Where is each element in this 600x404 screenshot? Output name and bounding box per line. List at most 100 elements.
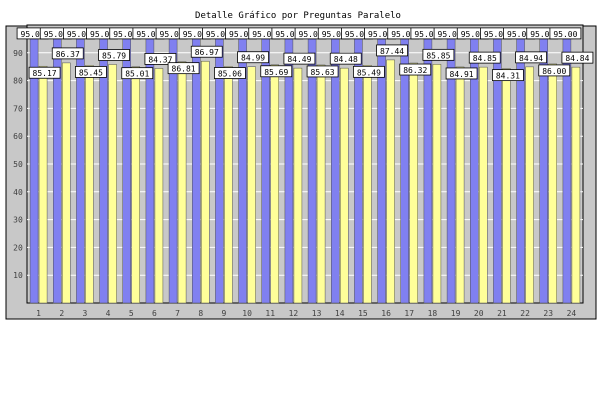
data-label-series-2: 84.94 xyxy=(519,54,543,63)
bar-series-2 xyxy=(409,62,418,304)
data-label-series-2: 86.37 xyxy=(56,50,80,59)
data-label-box-series-2 xyxy=(28,66,61,79)
data-label-series-2: 84.37 xyxy=(148,55,172,64)
bar-series-1 xyxy=(192,38,201,304)
bar-series-1 xyxy=(284,38,294,304)
data-label-series-2: 84.91 xyxy=(450,70,474,79)
bar-series-2 xyxy=(502,68,511,304)
data-label-series-2: 86.00 xyxy=(542,67,566,76)
data-label-box-series-2 xyxy=(51,47,84,60)
data-label-box-series-2 xyxy=(515,51,547,64)
data-label-box-series-2 xyxy=(353,65,385,78)
data-label-box-series-2 xyxy=(98,49,130,61)
x-tick-label: 4 xyxy=(106,309,111,318)
bar-series-2 xyxy=(363,65,372,304)
bar-series-2 xyxy=(224,66,233,304)
data-label-box-series-2 xyxy=(167,62,200,75)
data-label-box-series-2 xyxy=(376,44,408,57)
data-label-box-series-2 xyxy=(561,51,594,64)
data-label-series-2: 87.44 xyxy=(380,47,404,56)
bar-series-1 xyxy=(562,38,572,304)
bar-series-1 xyxy=(99,38,108,304)
data-label-series-2: 85.17 xyxy=(33,69,57,78)
data-label-box-series-2 xyxy=(445,67,478,80)
x-tick-label: 19 xyxy=(451,309,461,318)
y-tick-label: 20 xyxy=(13,243,23,252)
data-label-series-1: 95.00 xyxy=(438,30,462,39)
x-tick-label: 11 xyxy=(265,309,275,318)
data-label-series-1: 95.00 xyxy=(414,30,438,39)
bar-series-2 xyxy=(316,64,326,304)
y-tick-label: 70 xyxy=(13,104,23,113)
bar-series-2 xyxy=(177,61,187,304)
data-label-series-2: 84.31 xyxy=(496,72,520,81)
x-tick-label: 2 xyxy=(59,309,64,318)
bar-series-1 xyxy=(261,38,270,304)
data-label-box-series-2 xyxy=(190,45,223,58)
data-label-box-series-2 xyxy=(329,52,362,65)
data-label-series-1: 95.00 xyxy=(484,30,508,39)
bar-series-2 xyxy=(38,65,48,304)
data-label-series-1: 95.00 xyxy=(21,30,45,39)
data-label-box-series-2 xyxy=(283,52,316,65)
data-label-series-1: 95.00 xyxy=(252,30,276,39)
data-label-box-series-2 xyxy=(237,51,269,64)
bar-series-2 xyxy=(131,66,140,304)
data-label-series-1: 95.00 xyxy=(530,30,554,39)
bar-series-2 xyxy=(154,68,164,304)
data-label-series-2: 84.84 xyxy=(565,54,589,63)
data-label-box-series-2 xyxy=(468,51,501,64)
data-label-series-1: 95.00 xyxy=(90,30,114,39)
bar-series-2 xyxy=(201,60,210,304)
bar-series-2 xyxy=(62,62,71,304)
data-label-series-1: 95.00 xyxy=(44,30,68,39)
data-label-series-2: 85.45 xyxy=(79,68,103,77)
x-tick-label: 18 xyxy=(428,309,438,318)
data-label-series-1: 95.00 xyxy=(507,30,531,39)
data-label-series-1: 95.00 xyxy=(183,30,207,39)
bar-series-2 xyxy=(548,63,557,304)
x-tick-label: 7 xyxy=(175,309,180,318)
bar-series-1 xyxy=(168,38,178,304)
y-tick-label: 50 xyxy=(13,160,23,169)
data-label-series-2: 84.99 xyxy=(241,54,265,63)
bar-series-1 xyxy=(354,38,363,304)
bar-series-1 xyxy=(307,38,317,304)
data-label-box-series-2 xyxy=(121,67,154,80)
data-label-series-2: 86.32 xyxy=(403,66,427,75)
x-tick-label: 14 xyxy=(335,309,345,318)
data-label-series-1: 95.00 xyxy=(67,30,91,39)
bar-series-2 xyxy=(85,65,94,304)
data-label-series-1: 95.00 xyxy=(391,30,415,39)
y-tick-label: 40 xyxy=(13,188,23,197)
data-label-series-1: 95.00 xyxy=(275,30,299,39)
data-label-box-series-2 xyxy=(492,69,524,82)
bar-series-2 xyxy=(293,67,303,304)
data-label-series-1: 95.00 xyxy=(368,30,392,39)
y-tick-label: 90 xyxy=(13,49,23,58)
y-tick-label: 80 xyxy=(13,77,23,86)
data-label-series-2: 85.69 xyxy=(264,68,288,77)
data-label-series-2: 86.81 xyxy=(172,65,196,74)
data-label-series-1: 95.00 xyxy=(206,30,230,39)
bar-series-2 xyxy=(571,66,581,304)
x-tick-label: 22 xyxy=(520,309,530,318)
bar-series-2 xyxy=(247,66,256,304)
data-label-box-series-2 xyxy=(144,53,177,65)
x-tick-label: 6 xyxy=(152,309,157,318)
chart-title: Detalle Gráfico por Preguntas Paralelo xyxy=(195,11,401,21)
data-label-series-2: 84.48 xyxy=(334,55,358,64)
data-label-series-2: 85.01 xyxy=(125,70,149,79)
bar-series-2 xyxy=(432,64,442,304)
x-tick-label: 13 xyxy=(312,309,322,318)
data-label-box-series-2 xyxy=(399,63,432,76)
x-tick-label: 15 xyxy=(358,309,368,318)
data-label-box-series-2 xyxy=(538,64,571,77)
bar-series-1 xyxy=(377,38,386,304)
data-label-series-2: 84.49 xyxy=(287,55,311,64)
data-label-series-2: 86.97 xyxy=(195,48,219,57)
data-label-series-2: 85.49 xyxy=(357,68,381,77)
bar-series-2 xyxy=(386,59,395,304)
x-tick-label: 5 xyxy=(129,309,134,318)
